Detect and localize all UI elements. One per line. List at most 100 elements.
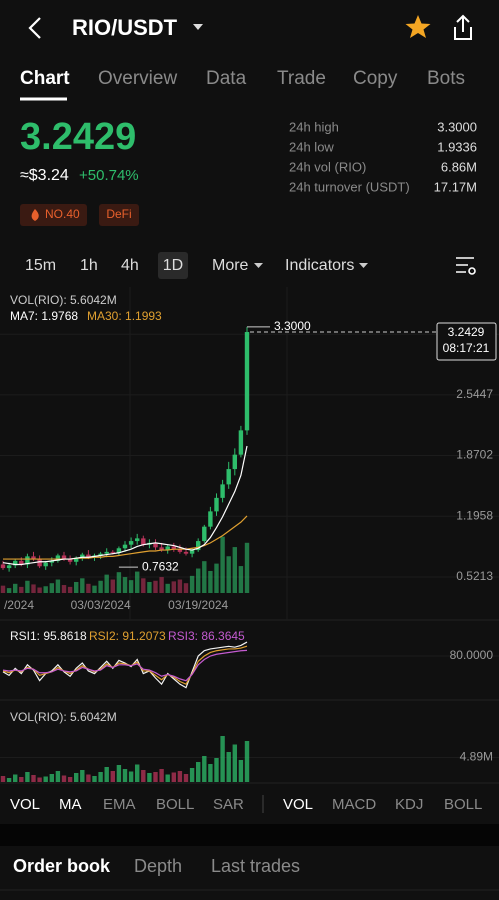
pair-title: RIO/USDT — [72, 15, 178, 40]
active-interval-bg — [158, 252, 188, 279]
menu[interactable]: Indicators — [285, 257, 354, 274]
bottom-tab[interactable]: Depth — [134, 856, 182, 876]
tag: NO.40 — [45, 207, 80, 221]
volume-bar — [189, 575, 195, 593]
volume-bar — [208, 764, 213, 782]
volume-bar — [196, 568, 201, 593]
volume-bar — [86, 583, 91, 593]
indicator-button[interactable]: BOLL — [156, 796, 194, 813]
volume-bar — [196, 762, 201, 782]
low-label: 0.7632 — [142, 559, 179, 573]
volume-bar — [220, 736, 225, 782]
interval[interactable]: 4h — [121, 257, 139, 274]
candle-body — [244, 332, 250, 431]
indicator-button[interactable]: EMA — [103, 796, 136, 813]
ma7-line — [2, 445, 248, 566]
volume-bar — [220, 536, 225, 593]
indicator-button[interactable]: SAR — [213, 796, 244, 813]
tab[interactable]: Data — [206, 68, 247, 89]
candle-body — [122, 544, 128, 549]
tab[interactable]: Bots — [427, 68, 465, 89]
sector-tag — [99, 204, 139, 226]
volume-bar — [74, 773, 79, 782]
candle-body — [165, 546, 170, 551]
interval[interactable]: 1h — [80, 257, 98, 274]
indicator-button[interactable]: BOLL — [444, 796, 482, 813]
stat-label: 24h low — [289, 139, 334, 154]
indicator-button[interactable]: MA — [59, 796, 82, 813]
rsi-legend: RSI2: 91.2073 — [89, 629, 166, 643]
bottom-tab[interactable]: Order book — [13, 856, 111, 876]
volume-bar — [61, 585, 67, 593]
volume-bar — [110, 771, 115, 782]
candle-body — [128, 541, 134, 545]
stat-label: 24h vol (RIO) — [289, 159, 366, 174]
y-tick-label: 2.5447 — [456, 387, 493, 401]
interval[interactable]: 15m — [25, 257, 56, 274]
volume-bar — [25, 772, 30, 782]
candle-body — [25, 556, 30, 565]
stat-value: 1.9336 — [437, 139, 477, 154]
volume-bar — [244, 542, 250, 593]
y-tick-label: 80.0000 — [450, 648, 494, 662]
ma30-legend: MA30: 1.1993 — [87, 309, 162, 323]
volume-bar — [104, 767, 109, 782]
interval[interactable]: 1D — [163, 257, 183, 274]
candle-body — [177, 549, 183, 552]
candle-body — [80, 554, 85, 559]
chart-settings[interactable] — [456, 257, 476, 275]
candle-body — [220, 484, 225, 498]
volume-bar — [141, 578, 146, 593]
tab[interactable]: Copy — [353, 68, 398, 89]
stat-value: 3.3000 — [437, 119, 477, 134]
volume-bar — [226, 556, 231, 593]
volume-bar — [135, 571, 140, 593]
volume-bar — [159, 577, 164, 593]
menu[interactable]: More — [212, 257, 249, 274]
candle-body — [104, 551, 109, 554]
volume-bar — [98, 580, 103, 593]
volume-bar — [177, 579, 183, 593]
favorite-star[interactable] — [405, 15, 431, 38]
candle-body — [159, 547, 164, 551]
y-tick-label: 1.1958 — [456, 508, 493, 522]
tab[interactable]: Overview — [98, 68, 177, 89]
volume-bar — [202, 561, 207, 593]
volume-bar — [116, 765, 122, 782]
candle-body — [208, 511, 213, 527]
tab[interactable]: Chart — [20, 68, 70, 89]
rsi-line — [2, 645, 248, 685]
volume-bar — [159, 769, 164, 782]
indicator-button[interactable]: MACD — [332, 796, 376, 813]
volume-legend: VOL(RIO): 5.6042M — [10, 710, 117, 724]
rsi-line — [2, 649, 248, 682]
candle-body — [98, 553, 103, 556]
indicator-button[interactable]: VOL — [283, 796, 313, 813]
volume-bar — [67, 777, 73, 782]
volume-bar — [147, 581, 152, 593]
candle-body — [183, 551, 189, 554]
share-button[interactable] — [454, 14, 472, 40]
volume-bar — [232, 744, 237, 782]
volume-bar — [13, 583, 18, 593]
bottom-tab[interactable]: Last trades — [211, 856, 300, 876]
tab[interactable]: Trade — [277, 68, 326, 89]
volume-bar — [19, 777, 24, 782]
indicator-button[interactable]: VOL — [10, 796, 40, 813]
volume-bar — [208, 570, 213, 593]
volume-bar — [116, 572, 122, 593]
indicator-button[interactable]: KDJ — [395, 796, 423, 813]
volume-bar — [98, 772, 103, 782]
back-button[interactable] — [28, 17, 41, 39]
volume-bar — [80, 770, 85, 782]
candle-body — [226, 469, 231, 485]
candle-body — [171, 546, 176, 550]
pair-dropdown[interactable] — [193, 24, 203, 30]
more-arrow — [254, 263, 263, 268]
rank-tag — [20, 204, 87, 226]
candle-body — [55, 555, 61, 561]
volume-bar — [37, 587, 42, 593]
volume-bar — [49, 774, 54, 782]
candle-body — [0, 564, 6, 569]
